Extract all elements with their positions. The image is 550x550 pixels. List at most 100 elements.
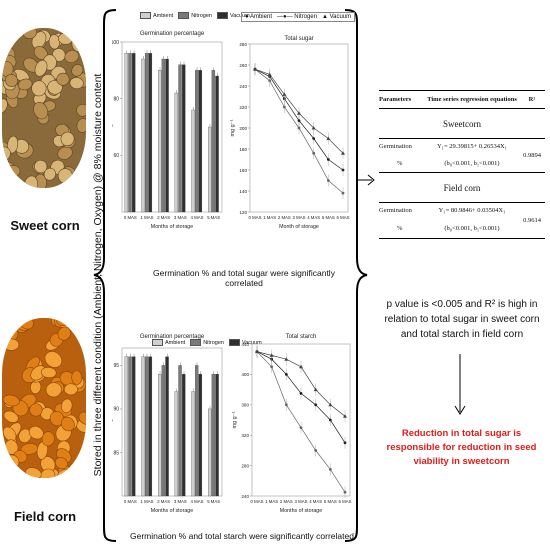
x-axis-label: Months of storage [151,508,193,514]
bar [141,356,145,497]
sweet-param: Germination [379,143,412,151]
bar [208,408,212,497]
sweet-germination-chart: Germination percentage 60 80 100% 0 MAS 1 MAS… [112,31,223,230]
bar [174,92,179,213]
point [341,151,345,155]
point [282,92,287,96]
seed-kernel [2,318,17,330]
seed-kernel [44,351,63,368]
legend-line-ambient: ● Ambient [245,14,272,20]
p-value-text: p value is <0.005 and R² is high in rela… [384,299,540,340]
x-tick-label: 0 MAS [124,215,137,220]
y-tick-label: 95 [113,363,119,369]
regression-table: Parameters Time series regression equati… [379,90,545,239]
point [326,158,330,161]
seed-kernel [34,159,48,174]
legend-nitrogen-b: Nitrogen [190,339,224,346]
plot-area [121,347,223,497]
y-tick-label: 180 [239,147,247,152]
point [313,387,318,392]
bar [124,356,129,497]
point [297,126,301,130]
x-tick-label: 1 MAS [263,215,276,220]
bar [191,391,195,497]
bar [211,70,216,213]
plot-area [121,41,223,213]
y-tick-label: 200 [239,126,247,131]
line-legend-top: ● Ambient —●— Nitrogen ▲ Vacuum [241,12,356,22]
bar [124,53,129,213]
bar [145,53,149,213]
x-tick-label: 5 MAS [322,215,335,220]
x-tick-label: 5 MAS [207,215,220,220]
bar [198,70,203,213]
seed-kernel [3,338,20,351]
x-tick-label: 6 MAS [339,499,352,504]
seed-kernel [7,135,19,154]
bar [215,373,219,497]
sweet-unit: % [397,159,403,167]
chart-title: Total sugar [284,36,313,42]
point [299,364,303,369]
field-starch-chart: Total starch 240 280 320 360 400 440 mg g⁻¹ 0 MA… [232,334,352,514]
seed-kernel [33,102,49,120]
sweet-corn-label: Sweet corn [10,218,80,233]
field-corn-label: Field corn [13,509,77,524]
chart-title: Total starch [286,334,317,340]
seed-kernel [2,394,20,407]
seed-kernel [28,425,44,440]
sweet-p: (b₀<0.001, b₁<0.001) [444,159,500,167]
seed-kernel [45,382,62,398]
field-r2: 0.9614 [523,217,541,224]
y-tick-label: 280 [239,42,247,47]
x-tick-label: 2 MAS [157,499,170,504]
y-tick-label: 240 [239,84,247,89]
bar [128,53,132,213]
y-tick-label: 400 [241,372,249,377]
seed-kernel [18,428,32,443]
arrow-to-table [356,174,375,186]
point [299,392,303,395]
seed-kernel [60,416,75,432]
point [284,357,289,361]
seed-kernel [57,146,73,160]
legend-ambient: Ambient [140,12,173,19]
header-r2: R² [528,96,536,103]
bar [132,53,136,213]
legend-ambient-b: Ambient [152,339,185,346]
bar [211,373,216,497]
seed-kernel [71,370,83,385]
seed-kernel [63,383,78,396]
point [328,468,332,471]
bar [145,356,149,497]
bar [215,75,219,213]
sweet-sugar-chart: Total sugar 120 140 160 180 200 220 240 260 280 mg… [230,36,350,230]
bar [182,373,186,497]
bar [195,365,199,497]
field-equation: Y₁= 80.9846+ 0.03504X₁ [438,207,506,215]
bar [178,365,182,497]
point [312,137,316,140]
y-tick-label: 90 [113,407,119,413]
x-tick-label: 5 MAS [324,499,337,504]
legend-line-vacuum: ▲ Vacuum [321,14,352,20]
bar [198,373,203,497]
x-tick-label: 1 MAS [265,499,278,504]
legend-line-nitrogen: —●— Nitrogen [276,14,317,20]
y-tick-label: 100 [112,40,119,46]
seed-kernel [60,398,73,414]
y-axis-label: mg g⁻¹ [230,119,236,136]
x-tick-label: 4 MAS [309,499,322,504]
seed-kernel [5,73,18,88]
seed-kernel [58,32,74,45]
legend-vacuum-b: Vacuum [228,339,262,346]
y-tick-label: 60 [113,153,119,159]
seed-kernel [76,103,86,117]
x-tick-label: 2 MAS [157,215,170,220]
seed-kernel [31,80,47,97]
point [255,349,259,354]
sweet-r2: 0.9894 [523,152,541,159]
seed-kernel [30,365,46,381]
sweet-heading: Sweetcorn [443,118,481,129]
x-tick-label: 4 MAS [191,499,204,504]
